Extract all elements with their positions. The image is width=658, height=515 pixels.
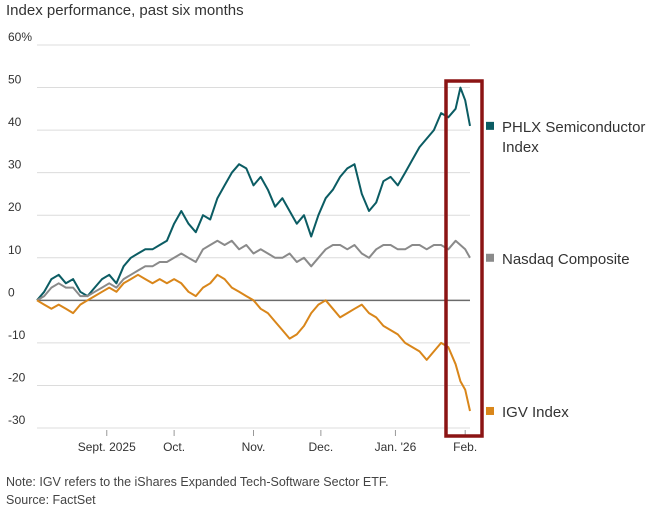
x-tick-label: Nov. bbox=[242, 440, 266, 454]
source-text: Source: FactSet bbox=[6, 493, 96, 507]
legend-label-nasdaq: Nasdaq Composite bbox=[502, 251, 630, 268]
legend-label-semis: Index bbox=[502, 139, 539, 156]
legend-swatch-nasdaq bbox=[486, 253, 494, 262]
y-tick-label: 60% bbox=[8, 30, 32, 44]
series-line-nasdaq bbox=[36, 239, 471, 302]
y-tick-label: 20 bbox=[8, 200, 22, 214]
y-tick-label: 10 bbox=[8, 243, 22, 257]
legend-swatch-igv bbox=[486, 406, 494, 415]
chart-title: Index performance, past six months bbox=[6, 2, 244, 19]
legend-label-igv: IGV Index bbox=[502, 404, 569, 421]
series-line-igv bbox=[36, 273, 471, 412]
x-tick-label: Dec. bbox=[309, 440, 334, 454]
legend-label-semis: PHLX Semiconductor bbox=[502, 119, 645, 136]
note-text: Note: IGV refers to the iShares Expanded… bbox=[6, 475, 389, 489]
x-tick-label: Jan. '26 bbox=[375, 440, 417, 454]
line-chart: 60% 50 40 30 20 10 0 -10 -20 -30 Sept. 2025 Oct. No… bbox=[8, 30, 645, 454]
y-tick-label: -20 bbox=[8, 370, 26, 384]
highlight-box bbox=[444, 79, 484, 438]
y-tick-label: -10 bbox=[8, 328, 26, 342]
x-axis-ticks: Sept. 2025 Oct. Nov. Dec. Jan. '26 Feb. bbox=[78, 430, 477, 454]
y-tick-label: 30 bbox=[8, 158, 22, 172]
x-tick-label: Sept. 2025 bbox=[78, 440, 136, 454]
y-tick-label: 50 bbox=[8, 73, 22, 87]
x-tick-label: Oct. bbox=[163, 440, 185, 454]
x-tick-label: Feb. bbox=[453, 440, 477, 454]
series-line-semis bbox=[36, 86, 471, 301]
footnote: Note: IGV refers to the iShares Expanded… bbox=[6, 473, 389, 509]
y-axis-ticks: 60% 50 40 30 20 10 0 -10 -20 -30 bbox=[8, 30, 32, 427]
series-lines bbox=[36, 86, 471, 412]
gridlines bbox=[37, 44, 470, 429]
y-tick-label: -30 bbox=[8, 413, 26, 427]
y-tick-label: 40 bbox=[8, 115, 22, 129]
y-tick-label: 0 bbox=[8, 285, 15, 299]
series-legend: PHLX Semiconductor Index Nasdaq Composite I… bbox=[486, 119, 645, 421]
legend-swatch-semis bbox=[486, 121, 494, 130]
